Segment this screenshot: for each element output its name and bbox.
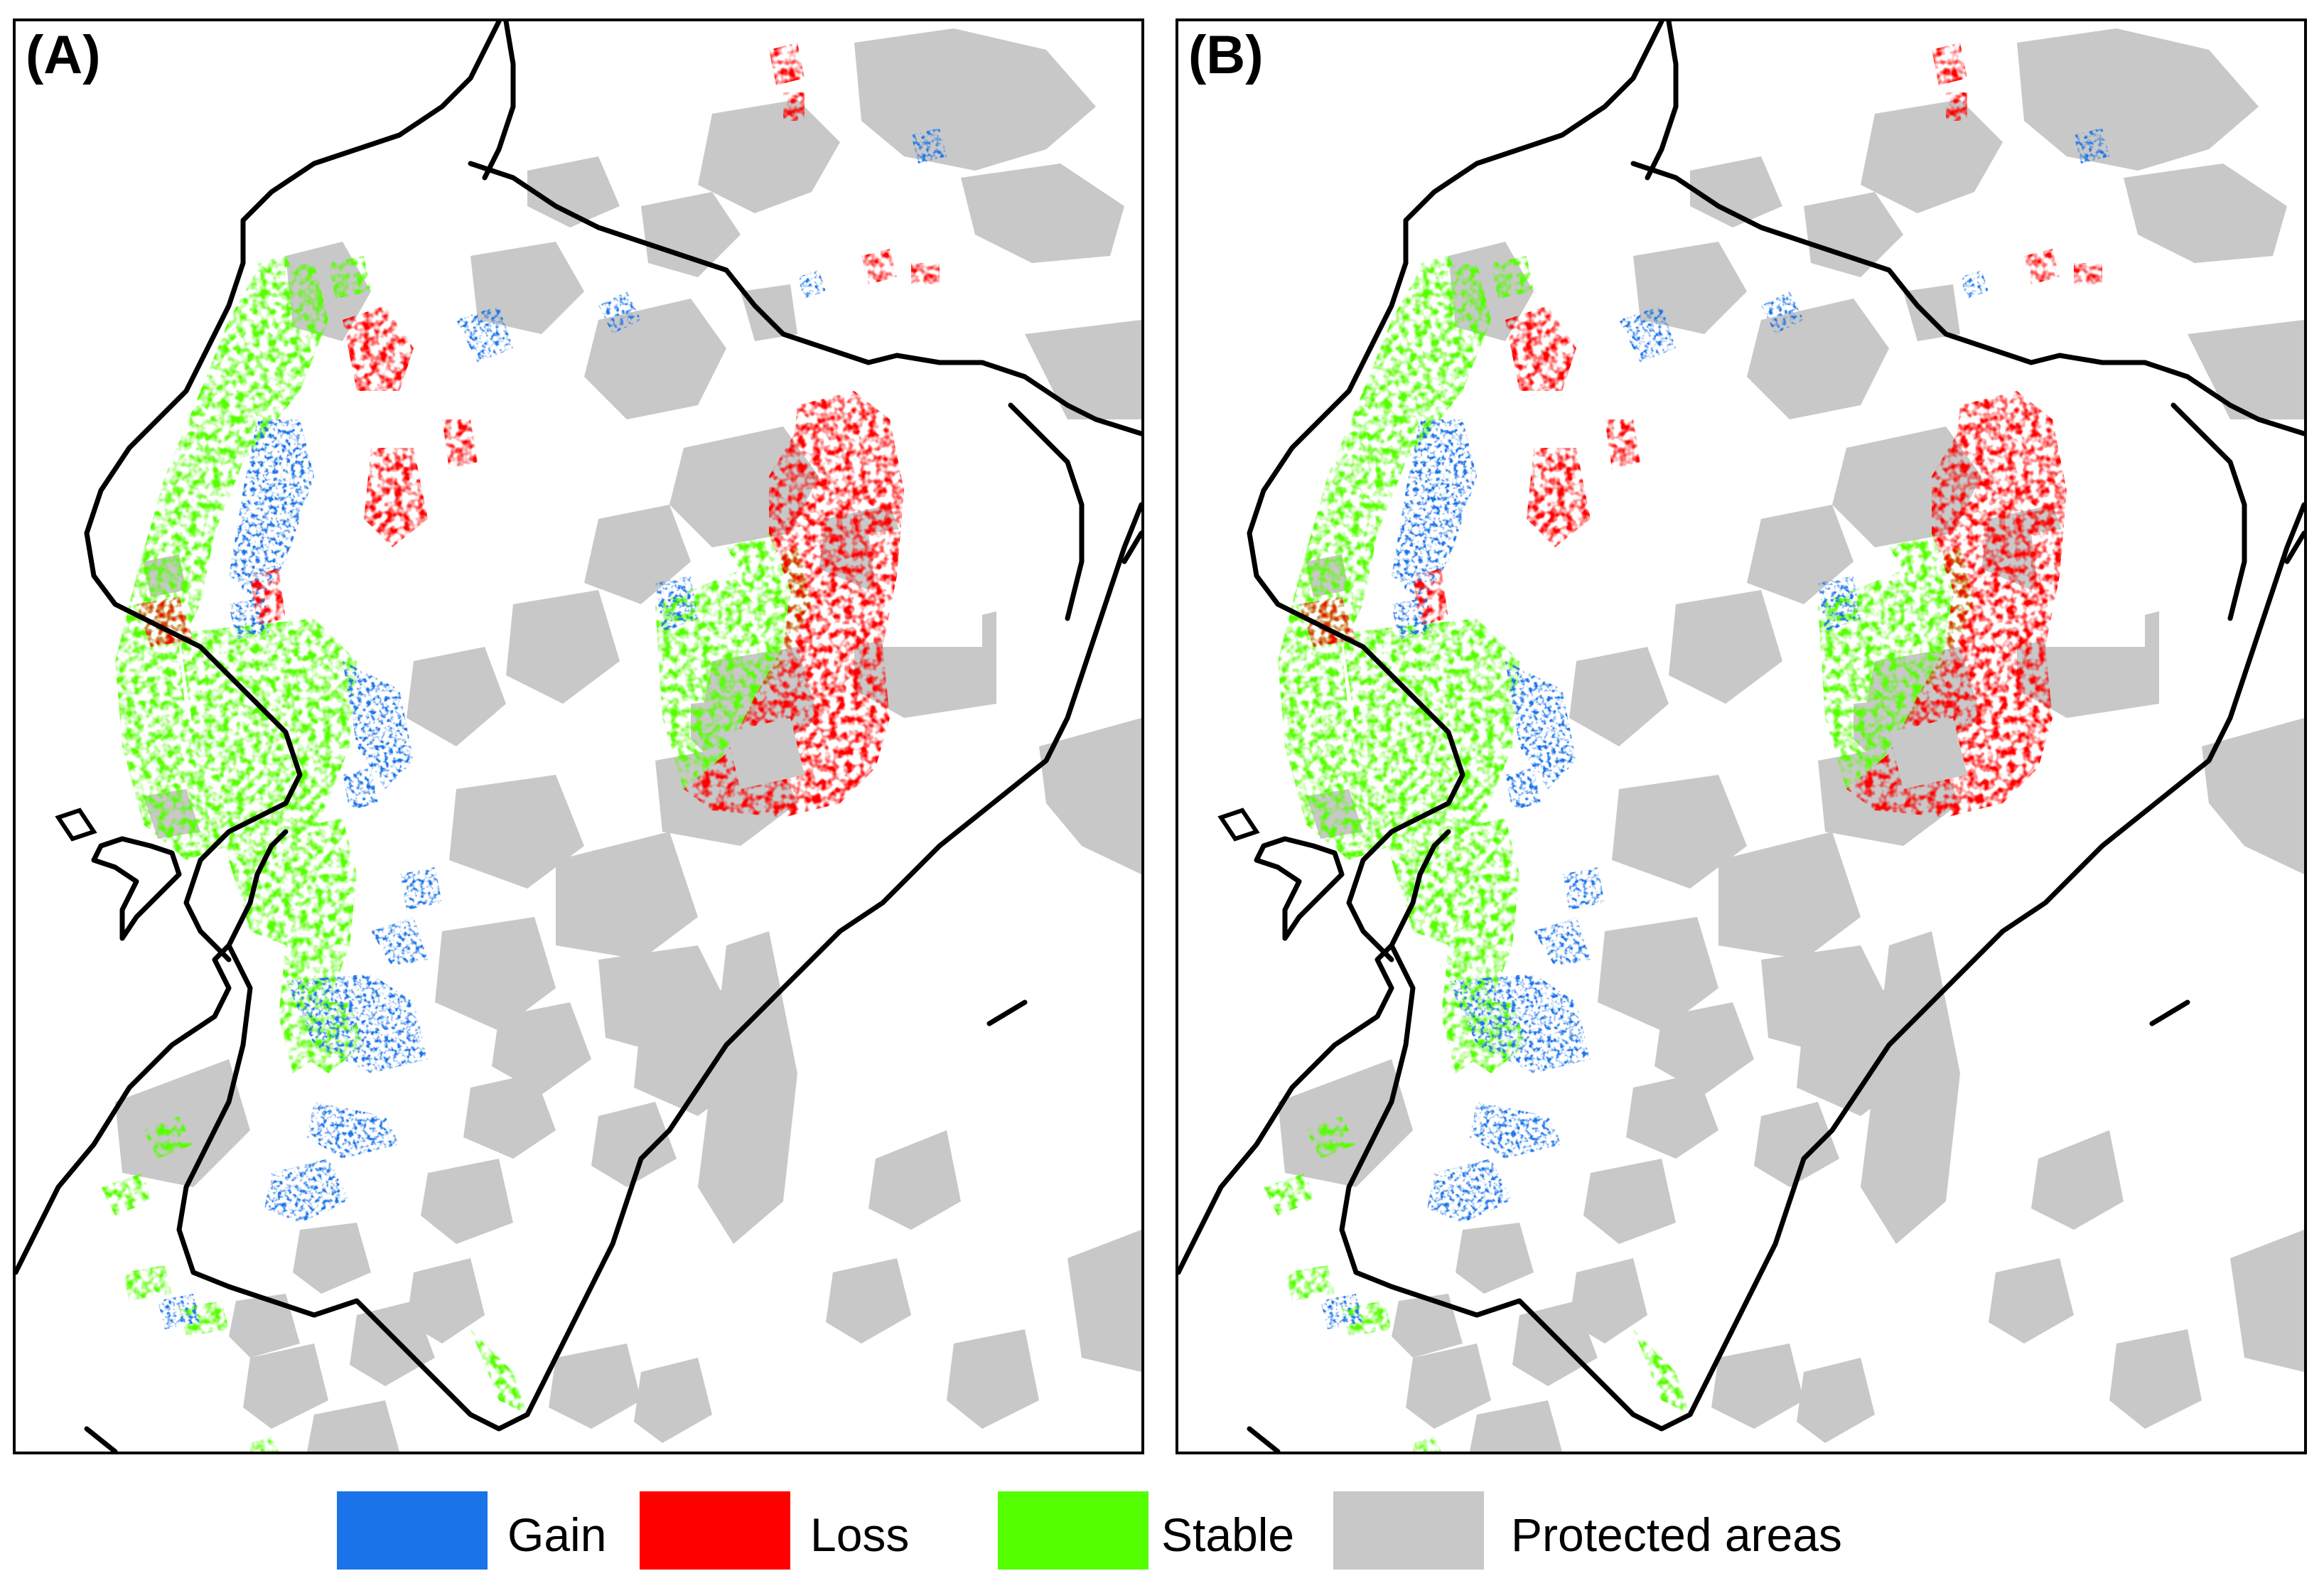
map-panel-a: (A) (13, 18, 1144, 1454)
map-b (1178, 21, 2304, 1452)
legend-swatch-loss (640, 1491, 790, 1570)
legend-swatch-stable (998, 1491, 1148, 1570)
legend-label-stable: Stable (1161, 1508, 1295, 1561)
legend: Gain Loss Stable Protected areas (0, 1491, 2324, 1577)
legend-swatch-protected-areas (1333, 1491, 1484, 1570)
legend-label-loss: Loss (810, 1508, 910, 1561)
legend-label-gain: Gain (507, 1508, 607, 1561)
map-a (16, 21, 1141, 1452)
map-panel-b: (B) (1176, 18, 2307, 1454)
panel-label-a: (A) (26, 25, 101, 85)
legend-label-protected-areas: Protected areas (1511, 1508, 1842, 1561)
legend-swatch-gain (337, 1491, 488, 1570)
panel-label-b: (B) (1188, 25, 1264, 85)
